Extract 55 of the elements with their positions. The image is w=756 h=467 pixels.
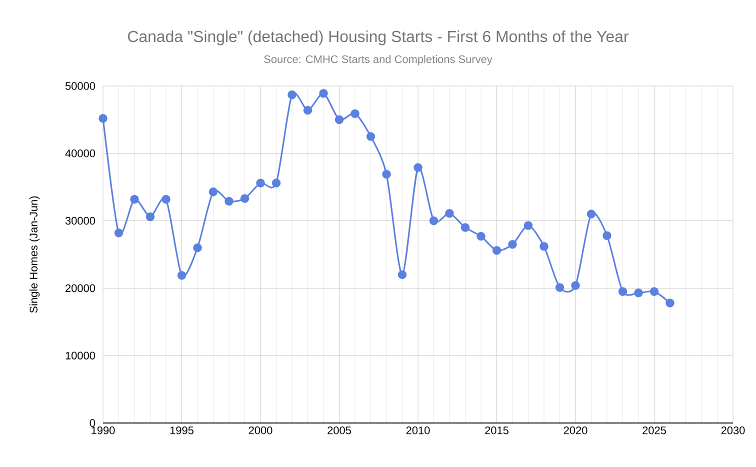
point — [492, 246, 502, 255]
point — [476, 232, 486, 241]
point — [303, 106, 312, 115]
x-tick-label: 2010 — [406, 426, 430, 434]
point — [460, 223, 470, 232]
x-tick-label: 1995 — [170, 426, 194, 434]
chart-title: Canada "Single" (detached) Housing Starts - First 6 Months of the Year — [128, 30, 628, 46]
point — [540, 242, 548, 251]
point — [98, 114, 108, 123]
point — [414, 163, 422, 172]
point — [508, 240, 517, 249]
point — [445, 208, 454, 218]
point — [162, 194, 170, 204]
point — [586, 210, 596, 218]
chart-subtitle: Source: CMHC Starts and Completions Survey — [264, 55, 492, 66]
point — [429, 216, 438, 226]
point — [208, 187, 218, 196]
point — [398, 270, 407, 280]
point — [272, 178, 281, 188]
y-tick-label: 50000 — [65, 82, 96, 90]
point — [288, 90, 296, 100]
point — [524, 221, 533, 230]
y-tick-label: 40000 — [65, 150, 96, 158]
x-tick-label: 2025 — [642, 426, 666, 434]
point — [634, 288, 643, 298]
point — [650, 287, 659, 296]
point — [382, 170, 391, 179]
point — [555, 283, 564, 292]
x-tick-label: 2030 — [721, 426, 745, 434]
y-tick-label: 0 — [90, 419, 96, 427]
point — [114, 228, 124, 238]
point — [240, 194, 250, 203]
point — [571, 281, 580, 290]
point — [224, 196, 234, 206]
point — [350, 109, 360, 118]
x-tick-label: 2020 — [564, 426, 588, 434]
point — [602, 231, 612, 240]
y-axis-title: Single Homes (Jan-Jun) — [29, 196, 40, 313]
point — [193, 243, 202, 252]
point — [618, 287, 628, 296]
point — [256, 178, 265, 188]
y-tick-label: 10000 — [66, 352, 96, 360]
point — [177, 270, 186, 280]
y-tick-label: 30000 — [65, 216, 96, 225]
x-tick-label: 2015 — [485, 426, 508, 434]
x-tick-label: 2000 — [248, 426, 272, 434]
y-tick-label: 20000 — [66, 284, 96, 292]
point — [319, 89, 328, 98]
point — [366, 132, 376, 141]
point — [334, 115, 344, 124]
point — [146, 212, 155, 222]
x-tick-label: 1990 — [92, 426, 115, 434]
point — [130, 194, 139, 204]
x-tick-label: 2005 — [328, 426, 351, 434]
point — [666, 298, 674, 308]
